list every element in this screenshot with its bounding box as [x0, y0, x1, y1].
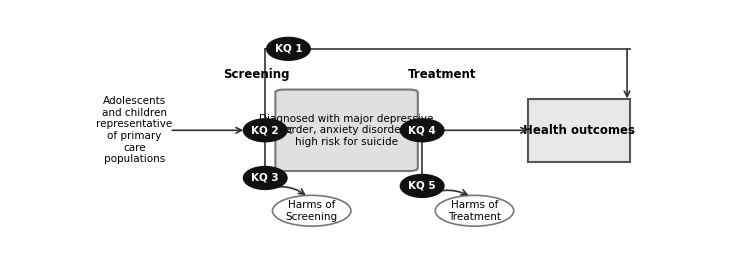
Text: KQ 2: KQ 2 — [251, 125, 279, 135]
Text: Harms of
Treatment: Harms of Treatment — [448, 200, 501, 222]
Ellipse shape — [244, 119, 287, 142]
Ellipse shape — [435, 195, 514, 226]
Text: Diagnosed with major depressive
disorder, anxiety disorder, or
high risk for sui: Diagnosed with major depressive disorder… — [260, 114, 434, 147]
Text: Harms of
Screening: Harms of Screening — [286, 200, 338, 222]
Ellipse shape — [400, 119, 444, 142]
Text: Treatment: Treatment — [408, 68, 477, 81]
Text: KQ 4: KQ 4 — [408, 125, 436, 135]
Text: Screening: Screening — [224, 68, 290, 81]
Ellipse shape — [244, 167, 287, 189]
Text: KQ 3: KQ 3 — [251, 173, 279, 183]
Ellipse shape — [267, 37, 310, 60]
FancyBboxPatch shape — [275, 90, 418, 171]
Ellipse shape — [272, 195, 351, 226]
Text: Health outcomes: Health outcomes — [523, 124, 635, 137]
Text: Adolescents
and children
representative
of primary
care
populations: Adolescents and children representative … — [96, 96, 172, 164]
Text: KQ 5: KQ 5 — [408, 181, 436, 191]
Ellipse shape — [400, 174, 444, 197]
Text: KQ 1: KQ 1 — [274, 44, 302, 54]
FancyBboxPatch shape — [528, 99, 630, 162]
